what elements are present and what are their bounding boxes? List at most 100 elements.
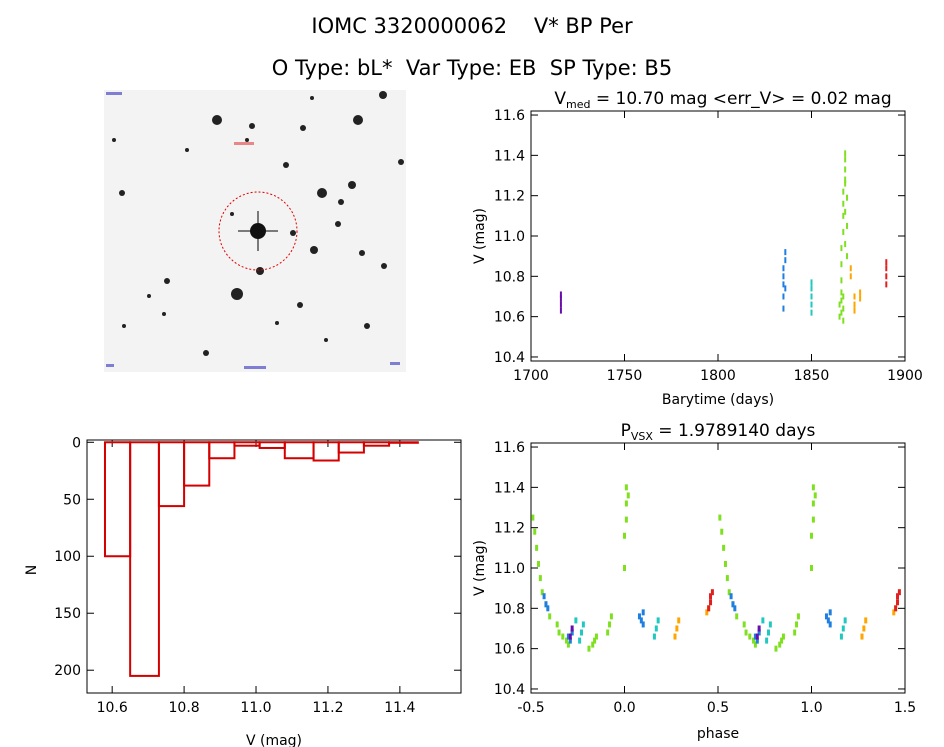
phased-point	[810, 532, 813, 539]
phased-point	[709, 599, 713, 606]
lightcurve-point	[810, 309, 813, 316]
phased-point	[811, 516, 815, 523]
phased-point	[707, 605, 711, 612]
y-tick-label: 11.4	[494, 480, 525, 496]
phased-point	[533, 528, 537, 535]
phased-point	[742, 621, 746, 628]
phased-point	[761, 617, 765, 624]
sky-star	[256, 267, 264, 275]
lightcurve-point	[842, 200, 845, 207]
phased-point	[796, 613, 800, 620]
lightcurve-point	[844, 241, 847, 248]
phased-point	[626, 492, 630, 499]
y-tick-label: 10.8	[494, 269, 525, 285]
histogram-bar	[337, 441, 365, 454]
x-tick-label: -0.5	[517, 700, 544, 716]
sky-star	[249, 123, 255, 129]
y-tick-label: 11.0	[494, 229, 525, 245]
sky-star	[283, 162, 289, 168]
phased-point	[860, 633, 864, 640]
histogram-ylabel: N	[24, 565, 40, 575]
lightcurve-point	[885, 265, 888, 272]
lightcurve-title: Vmed = 10.70 mag <err_V> = 0.02 mag	[554, 89, 891, 111]
lightcurve-point	[885, 273, 888, 280]
histogram-panel: 10.6 10.8 11.0 11.2 11.4 0 50 100 150 200 V (mag)…	[24, 435, 462, 747]
x-tick-label: 10.6	[97, 700, 128, 716]
sky-star	[398, 159, 404, 165]
phased-point	[811, 500, 815, 507]
sky-star	[317, 188, 327, 198]
lightcurve-point	[784, 285, 787, 292]
lightcurve-point	[846, 222, 849, 229]
y-tick-label: 100	[54, 549, 81, 565]
lightcurve-point	[844, 156, 847, 163]
phased-point	[897, 589, 901, 596]
y-tick-label: 11.6	[494, 108, 525, 124]
y-tick-label: 11.4	[494, 148, 525, 164]
phased-point	[673, 633, 677, 640]
target-circle	[218, 191, 298, 271]
x-tick-label: 10.8	[169, 700, 200, 716]
lightcurve-point	[782, 293, 785, 300]
phased-point	[606, 629, 610, 636]
lightcurve-point	[853, 307, 856, 314]
phased-point	[864, 617, 868, 624]
lightcurve-point	[842, 228, 845, 235]
phased-point	[538, 575, 542, 582]
lightcurve-point	[840, 309, 843, 316]
lightcurve-point	[810, 285, 813, 292]
sky-star	[230, 212, 234, 216]
sky-star	[212, 115, 222, 125]
phased-point	[578, 637, 582, 644]
sky-star	[348, 181, 356, 189]
phased-point	[574, 617, 578, 624]
y-tick-label: 11.2	[494, 189, 525, 205]
phased-point	[731, 601, 735, 608]
lightcurve-point	[559, 291, 562, 298]
phased-point	[748, 633, 752, 640]
phased-plot-frame	[530, 442, 906, 694]
phased-point	[828, 621, 832, 628]
x-tick-label: 1900	[887, 368, 923, 384]
phased-point	[896, 593, 900, 600]
phased-point	[542, 593, 546, 600]
sky-star	[359, 250, 365, 256]
sky-star	[275, 321, 279, 325]
lightcurve-point	[844, 176, 847, 183]
phased-point	[780, 637, 784, 644]
phased-point	[811, 484, 815, 491]
lightcurve-point	[859, 295, 862, 302]
phased-point	[570, 629, 574, 636]
phased-point	[639, 617, 643, 624]
sky-star	[147, 294, 151, 298]
phased-point	[593, 637, 597, 644]
lightcurve-point	[810, 293, 813, 300]
histogram-bar	[312, 441, 340, 462]
sky-star	[381, 263, 387, 269]
lightcurve-point	[782, 281, 785, 288]
phased-point	[774, 645, 778, 652]
histogram-bar	[283, 441, 315, 460]
lightcurve-point	[782, 265, 785, 272]
phased-point	[705, 609, 709, 616]
lightcurve-point	[784, 257, 787, 264]
phased-point	[623, 532, 626, 539]
phased-point	[896, 599, 900, 606]
phased-point	[536, 560, 540, 567]
lightcurve-point	[842, 293, 845, 300]
x-tick-label: 0.0	[613, 700, 635, 716]
lightcurve-point	[782, 305, 785, 312]
finder-chart-image	[104, 90, 406, 372]
sky-star	[245, 138, 249, 142]
phased-point	[755, 637, 759, 644]
sky-star	[379, 91, 387, 99]
y-tick-label: 0	[72, 435, 81, 451]
histogram-bar	[183, 441, 211, 487]
phased-point	[656, 617, 660, 624]
phased-point	[862, 625, 866, 632]
y-tick-label: 50	[63, 492, 81, 508]
phased-point	[828, 609, 832, 616]
lightcurve-plot-frame	[530, 110, 906, 362]
y-tick-label: 150	[54, 606, 81, 622]
phased-point	[535, 544, 539, 551]
